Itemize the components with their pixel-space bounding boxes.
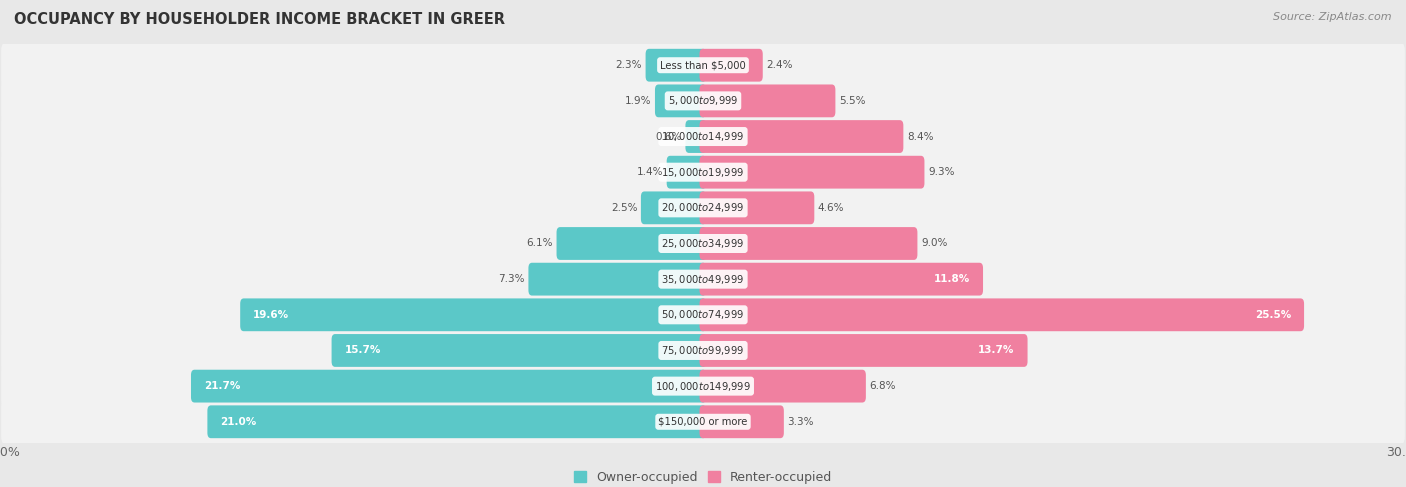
FancyBboxPatch shape	[332, 334, 707, 367]
Text: Source: ZipAtlas.com: Source: ZipAtlas.com	[1274, 12, 1392, 22]
Text: 4.6%: 4.6%	[818, 203, 845, 213]
Text: $20,000 to $24,999: $20,000 to $24,999	[661, 201, 745, 214]
Text: 5.5%: 5.5%	[839, 96, 866, 106]
Legend: Owner-occupied, Renter-occupied: Owner-occupied, Renter-occupied	[568, 466, 838, 487]
FancyBboxPatch shape	[1, 184, 1405, 231]
Text: 21.0%: 21.0%	[221, 417, 256, 427]
FancyBboxPatch shape	[700, 84, 835, 117]
FancyBboxPatch shape	[208, 405, 707, 438]
Text: 8.4%: 8.4%	[907, 131, 934, 142]
Text: 2.5%: 2.5%	[610, 203, 637, 213]
FancyBboxPatch shape	[700, 227, 917, 260]
FancyBboxPatch shape	[700, 299, 1305, 331]
FancyBboxPatch shape	[641, 191, 707, 224]
Text: $150,000 or more: $150,000 or more	[658, 417, 748, 427]
Text: 0.6%: 0.6%	[655, 131, 682, 142]
Text: $75,000 to $99,999: $75,000 to $99,999	[661, 344, 745, 357]
Text: 15.7%: 15.7%	[344, 345, 381, 356]
FancyBboxPatch shape	[655, 84, 707, 117]
FancyBboxPatch shape	[1, 77, 1405, 124]
Text: 7.3%: 7.3%	[498, 274, 524, 284]
Text: 6.8%: 6.8%	[869, 381, 896, 391]
Text: $25,000 to $34,999: $25,000 to $34,999	[661, 237, 745, 250]
FancyBboxPatch shape	[700, 191, 814, 224]
Text: 13.7%: 13.7%	[979, 345, 1015, 356]
Text: 9.3%: 9.3%	[928, 167, 955, 177]
FancyBboxPatch shape	[700, 49, 762, 82]
FancyBboxPatch shape	[1, 42, 1405, 89]
Text: $50,000 to $74,999: $50,000 to $74,999	[661, 308, 745, 321]
Text: 6.1%: 6.1%	[526, 239, 553, 248]
FancyBboxPatch shape	[240, 299, 707, 331]
FancyBboxPatch shape	[686, 120, 707, 153]
Text: 2.4%: 2.4%	[766, 60, 793, 70]
Text: 11.8%: 11.8%	[934, 274, 970, 284]
Text: 19.6%: 19.6%	[253, 310, 290, 320]
Text: 21.7%: 21.7%	[204, 381, 240, 391]
FancyBboxPatch shape	[700, 120, 904, 153]
Text: 25.5%: 25.5%	[1256, 310, 1291, 320]
Text: 1.9%: 1.9%	[624, 96, 651, 106]
FancyBboxPatch shape	[1, 398, 1405, 445]
FancyBboxPatch shape	[700, 156, 925, 188]
FancyBboxPatch shape	[1, 149, 1405, 196]
Text: $100,000 to $149,999: $100,000 to $149,999	[655, 380, 751, 393]
FancyBboxPatch shape	[1, 113, 1405, 160]
Text: $5,000 to $9,999: $5,000 to $9,999	[668, 94, 738, 107]
FancyBboxPatch shape	[529, 263, 707, 296]
FancyBboxPatch shape	[700, 263, 983, 296]
FancyBboxPatch shape	[645, 49, 707, 82]
FancyBboxPatch shape	[1, 363, 1405, 410]
FancyBboxPatch shape	[1, 256, 1405, 303]
Text: $15,000 to $19,999: $15,000 to $19,999	[661, 166, 745, 179]
FancyBboxPatch shape	[700, 370, 866, 403]
Text: 9.0%: 9.0%	[921, 239, 948, 248]
FancyBboxPatch shape	[1, 220, 1405, 267]
FancyBboxPatch shape	[666, 156, 707, 188]
Text: 1.4%: 1.4%	[637, 167, 664, 177]
Text: $35,000 to $49,999: $35,000 to $49,999	[661, 273, 745, 286]
FancyBboxPatch shape	[191, 370, 707, 403]
FancyBboxPatch shape	[1, 327, 1405, 374]
FancyBboxPatch shape	[557, 227, 707, 260]
FancyBboxPatch shape	[1, 291, 1405, 338]
Text: 3.3%: 3.3%	[787, 417, 814, 427]
FancyBboxPatch shape	[700, 405, 785, 438]
Text: Less than $5,000: Less than $5,000	[661, 60, 745, 70]
Text: 2.3%: 2.3%	[616, 60, 643, 70]
FancyBboxPatch shape	[700, 334, 1028, 367]
Text: $10,000 to $14,999: $10,000 to $14,999	[661, 130, 745, 143]
Text: OCCUPANCY BY HOUSEHOLDER INCOME BRACKET IN GREER: OCCUPANCY BY HOUSEHOLDER INCOME BRACKET …	[14, 12, 505, 27]
